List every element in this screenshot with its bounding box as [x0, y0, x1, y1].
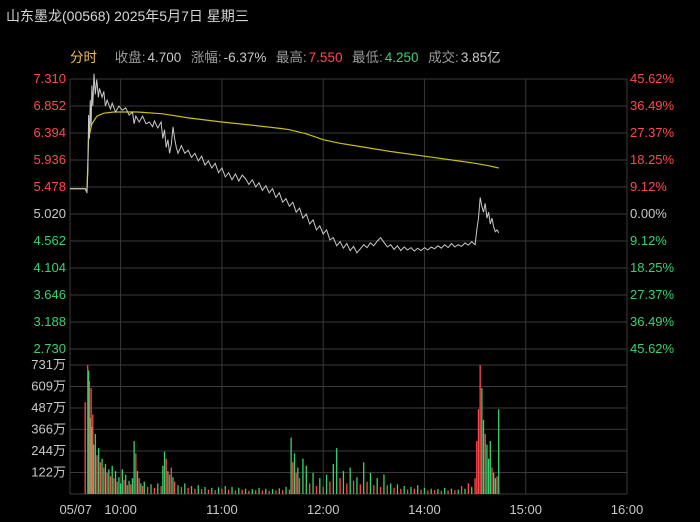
volume-tick-label: 609万 [31, 379, 66, 394]
price-tick-label: 5.478 [33, 179, 66, 194]
percent-tick-label: 9.12% [630, 179, 667, 194]
change-label: 涨幅: [190, 50, 222, 65]
percent-tick-label: 18.25% [630, 152, 675, 167]
volume-bars [84, 365, 500, 494]
price-line [70, 73, 500, 254]
time-tick-label: 10:00 [104, 502, 137, 517]
percent-tick-label: 27.37% [630, 287, 675, 302]
change-value: -6.37% [223, 50, 267, 65]
percent-axis: 45.62% 36.49% 27.37% 18.25% 9.12% 0.00% 9.12% 1… [630, 71, 675, 356]
average-price-line [70, 111, 499, 194]
time-tick-label: 11:00 [206, 502, 238, 517]
percent-tick-label: 45.62% [630, 341, 675, 356]
price-axis: 7.310 6.852 6.394 5.936 5.478 5.020 4.562 4.104… [33, 71, 66, 356]
price-tick-label: 4.562 [33, 233, 66, 248]
price-tick-label: 4.104 [33, 260, 66, 275]
percent-tick-label: 0.00% [630, 206, 667, 221]
percent-tick-label: 36.49% [630, 98, 675, 113]
volume-label: 成交: [428, 50, 459, 65]
low-label: 最低: [351, 50, 383, 65]
volume-tick-label: 366万 [31, 421, 66, 436]
volume-tick-label: 122万 [31, 464, 66, 479]
percent-tick-label: 18.25% [630, 260, 675, 275]
time-tick-label: 05/07 [59, 502, 92, 517]
time-axis: 05/07 10:00 11:00 12:00 14:00 15:00 16:00 [59, 502, 643, 517]
volume-tick-label: 487万 [31, 400, 66, 415]
price-tick-label: 6.394 [33, 125, 66, 140]
volume-tick-label: 731万 [31, 357, 66, 372]
time-tick-label: 14:00 [408, 502, 441, 517]
price-tick-label: 7.310 [33, 71, 66, 86]
low-value: 4.250 [384, 50, 419, 65]
volume-tick-label: 244万 [31, 443, 66, 458]
time-tick-label: 12:00 [307, 502, 340, 517]
price-tick-label: 6.852 [33, 98, 66, 113]
time-tick-label: 16:00 [611, 502, 644, 517]
page-title: 山东墨龙(00568) 2025年5月7日 星期三 [6, 8, 249, 24]
close-label: 收盘: [114, 50, 146, 65]
volume-axis: 731万 609万 487万 366万 244万 122万 [31, 357, 66, 479]
tab-intraday[interactable]: 分时 [70, 50, 97, 65]
percent-tick-label: 45.62% [630, 71, 675, 86]
close-value: 4.700 [147, 50, 182, 65]
time-tick-label: 15:00 [509, 502, 542, 517]
price-tick-label: 3.646 [33, 287, 66, 302]
high-value: 7.550 [308, 50, 343, 65]
price-tick-label: 2.730 [33, 341, 66, 356]
volume-value: 3.85亿 [460, 50, 501, 65]
price-tick-label: 5.020 [33, 206, 66, 221]
percent-tick-label: 9.12% [630, 233, 667, 248]
price-tick-label: 3.188 [33, 314, 66, 329]
price-tick-label: 5.936 [33, 152, 66, 167]
info-bar: 分时 收盘: 4.700 涨幅: -6.37% 最高: 7.550 最低: 4.250 … [0, 46, 503, 66]
percent-tick-label: 27.37% [630, 125, 675, 140]
chart-grid [69, 78, 628, 495]
percent-tick-label: 36.49% [630, 314, 675, 329]
high-label: 最高: [275, 50, 307, 65]
